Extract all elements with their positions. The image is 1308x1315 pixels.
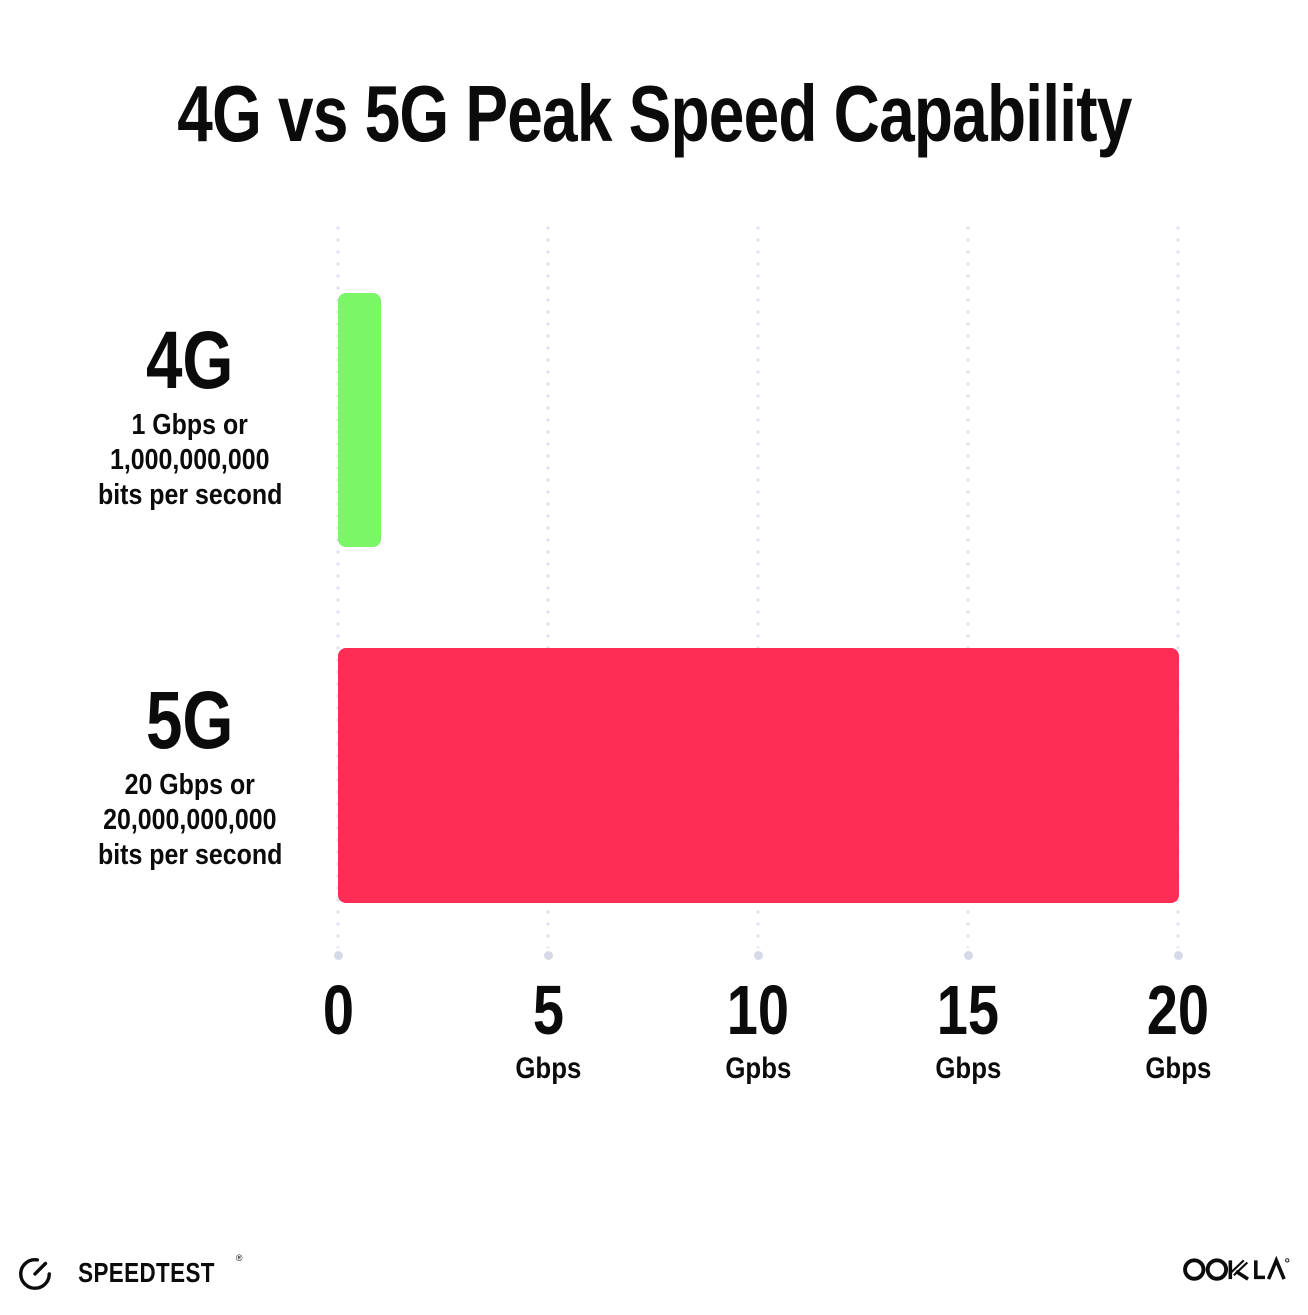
bar-5g (338, 648, 1179, 903)
x-tick-20: 20 Gbps (1068, 975, 1288, 1085)
x-tick-value: 0 (322, 971, 354, 1049)
speedtest-wordmark: SPEEDTEST ® (78, 1253, 243, 1288)
row-label-4g-description: 1 Gbps or 1,000,000,000 bits per second (30, 408, 350, 513)
x-tick-5: 5 Gbps (438, 975, 658, 1085)
x-tick-value: 10 (726, 971, 790, 1049)
row-label-4g-name: 4G (146, 315, 234, 406)
bar-4g (338, 293, 381, 547)
row-label-5g: 5G 20 Gbps or 20,000,000,000 bits per se… (30, 680, 350, 873)
gridline-20 (1173, 222, 1183, 960)
x-tick-10: 10 Gpbs (648, 975, 868, 1085)
speedtest-logo: SPEEDTEST ® (16, 1252, 243, 1294)
row-label-4g-line2: 1,000,000,000 (110, 444, 270, 476)
row-label-4g: 4G 1 Gbps or 1,000,000,000 bits per seco… (30, 320, 350, 513)
gridline-10 (753, 222, 763, 960)
ookla-logo (1182, 1254, 1290, 1286)
row-label-4g-line3: bits per second (97, 479, 283, 511)
registered-trademark-icon: ® (235, 1253, 243, 1263)
ookla-wordmark-icon (1183, 1255, 1290, 1281)
speedtest-gauge-icon (19, 1257, 51, 1290)
row-label-5g-line2: 20,000,000,000 (103, 804, 277, 836)
x-tick-value: 20 (1146, 971, 1210, 1049)
row-label-5g-name: 5G (146, 675, 234, 766)
gridline-15 (963, 222, 973, 960)
chart-title: 4G vs 5G Peak Speed Capability (176, 68, 1132, 158)
row-label-5g-line3: bits per second (97, 839, 283, 871)
x-tick-unit: Gbps (1145, 1052, 1211, 1085)
x-tick-0: 0 (228, 975, 448, 1045)
row-label-4g-line1: 1 Gbps or (131, 409, 249, 441)
x-tick-15: 15 Gbps (858, 975, 1078, 1085)
gridline-5 (543, 222, 553, 960)
x-tick-value: 15 (936, 971, 1000, 1049)
x-tick-unit: Gpbs (725, 1052, 791, 1085)
gridline-0 (333, 222, 343, 960)
row-label-5g-line1: 20 Gbps or (124, 769, 256, 801)
x-tick-value: 5 (532, 971, 564, 1049)
x-tick-unit: Gbps (935, 1052, 1001, 1085)
row-label-5g-description: 20 Gbps or 20,000,000,000 bits per secon… (30, 768, 350, 873)
x-tick-unit: Gbps (515, 1052, 581, 1085)
